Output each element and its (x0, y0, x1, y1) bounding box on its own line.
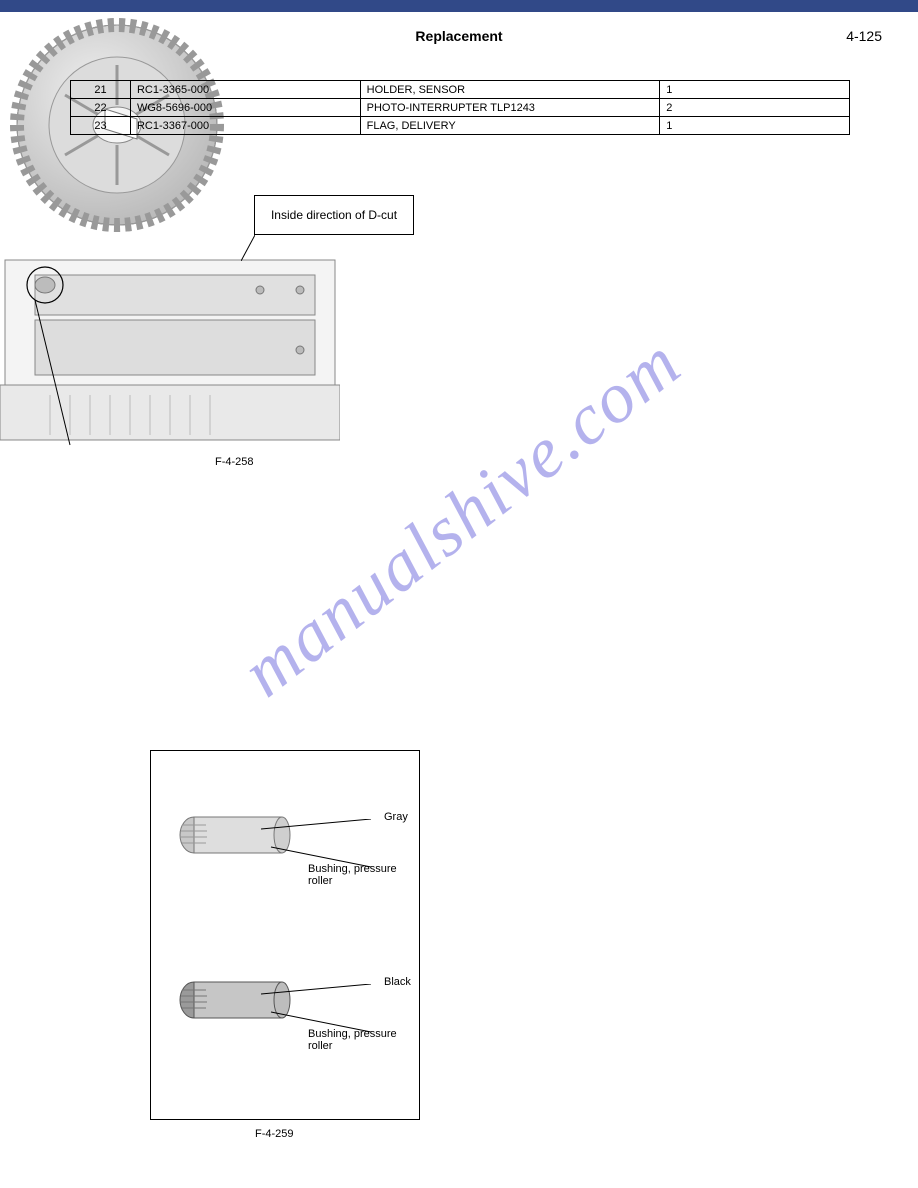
cell: RC1-3367-000 (130, 117, 360, 135)
roller-label: Bushing, pressure roller (308, 1028, 418, 1052)
page-number: 4-125 (846, 28, 882, 44)
cell: 21 (71, 81, 131, 99)
table-row: 21 RC1-3365-000 HOLDER, SENSOR 1 (71, 81, 850, 99)
cell: FLAG, DELIVERY (360, 117, 660, 135)
cell: 1 (660, 81, 850, 99)
cell: WG8-5696-000 (130, 99, 360, 117)
header-accent-bar (0, 0, 918, 12)
figure-printer (0, 235, 340, 455)
cell: 1 (660, 117, 850, 135)
roller-label: Bushing, pressure roller (308, 863, 418, 887)
table-row: 23 RC1-3367-000 FLAG, DELIVERY 1 (71, 117, 850, 135)
cell: HOLDER, SENSOR (360, 81, 660, 99)
page-title: Replacement (415, 28, 502, 44)
detail-box: Gray Bushing, pressure roller Black Bush… (150, 750, 420, 1120)
cell: PHOTO-INTERRUPTER TLP1243 (360, 99, 660, 117)
cell: 22 (71, 99, 131, 117)
figure-caption: F-4-259 (255, 1128, 294, 1140)
callout-text: Inside direction of D-cut (271, 208, 397, 222)
callout-leader (241, 235, 255, 261)
cell: RC1-3365-000 (130, 81, 360, 99)
callout-box: Inside direction of D-cut (254, 195, 414, 235)
roller-label: Gray (384, 811, 408, 823)
figure-caption: F-4-258 (215, 456, 254, 468)
table-row: 22 WG8-5696-000 PHOTO-INTERRUPTER TLP124… (71, 99, 850, 117)
parts-table: 21 RC1-3365-000 HOLDER, SENSOR 1 22 WG8-… (70, 80, 850, 135)
cell: 2 (660, 99, 850, 117)
roller-label: Black (384, 976, 411, 988)
cell: 23 (71, 117, 131, 135)
